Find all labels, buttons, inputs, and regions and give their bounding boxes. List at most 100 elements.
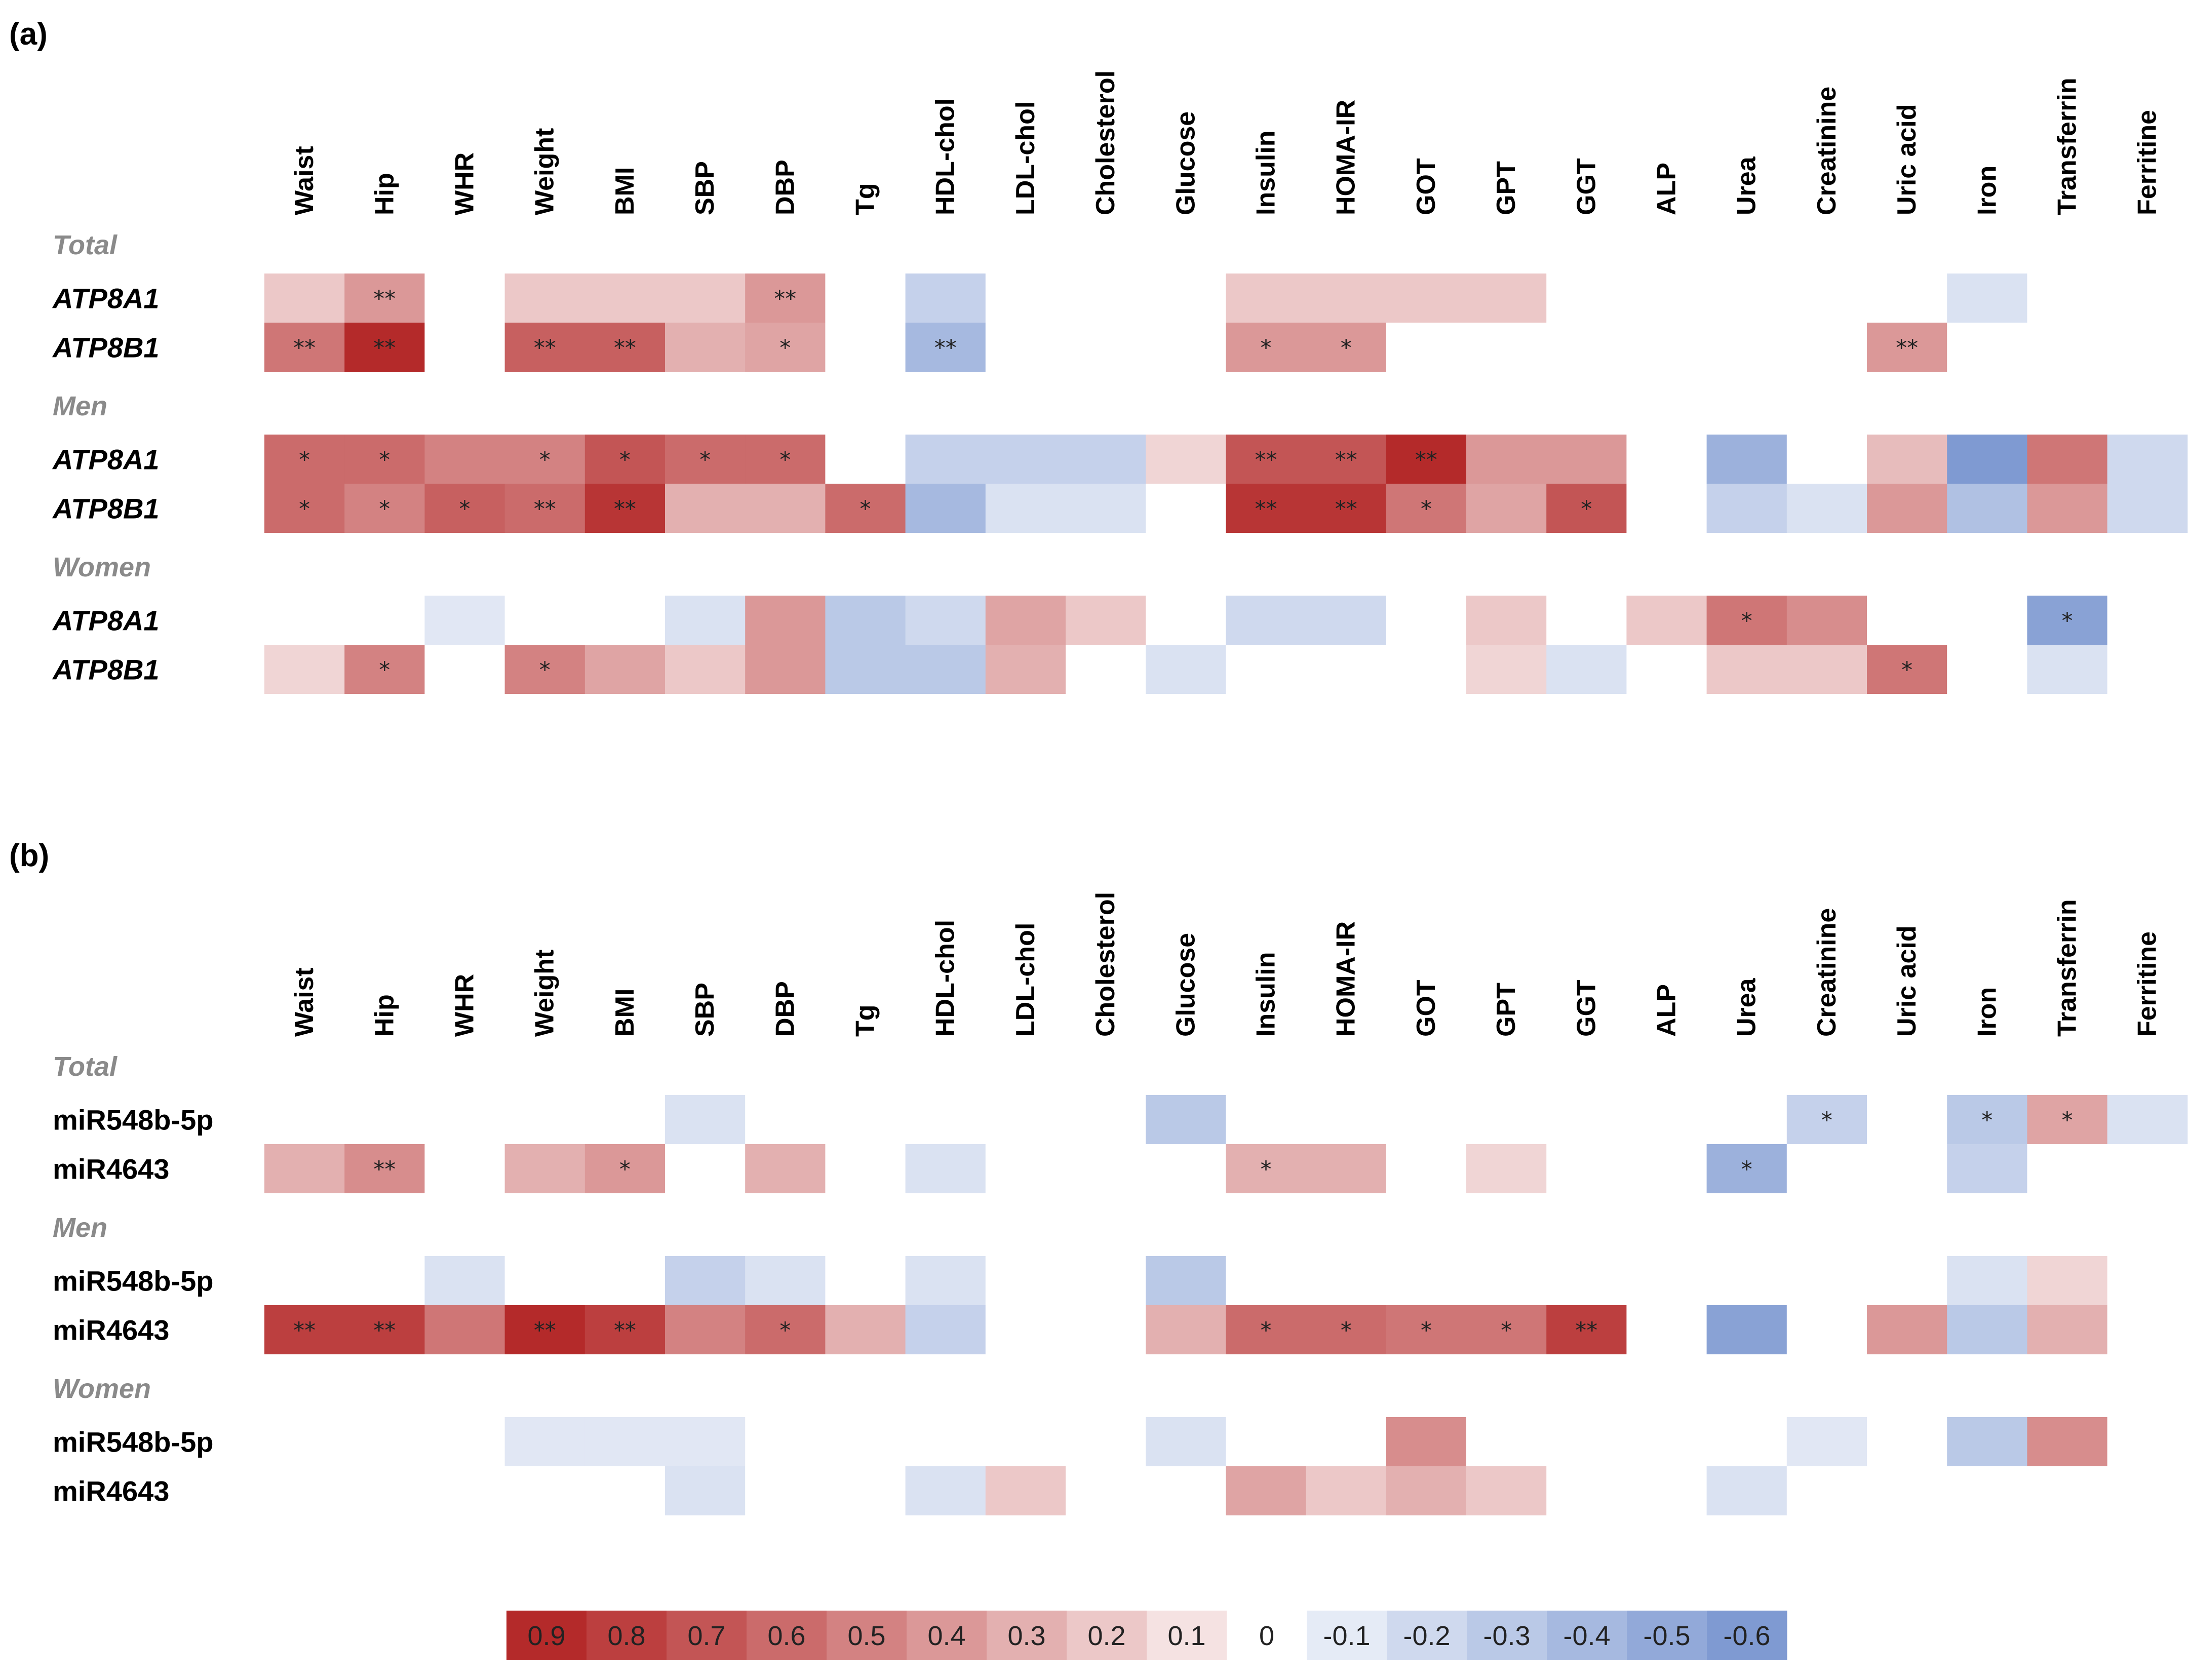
heatmap-cell-b-1-1-9 — [985, 1305, 1066, 1354]
heatmap-cell-a-2-1-22 — [2027, 645, 2108, 694]
heatmap-cell-a-1-1-18 — [1706, 484, 1787, 533]
heatmap-cell-b-1-0-7 — [825, 1256, 906, 1305]
heatmap-cell-a-1-1-23 — [2107, 484, 2188, 533]
heatmap-cell-b-0-1-7 — [825, 1144, 906, 1193]
row-label-a-1-0: ATP8A1 — [52, 444, 160, 476]
heatmap-cell-a-0-0-21 — [1947, 274, 2027, 323]
heatmap-cell-a-1-1-4 — [584, 484, 666, 533]
significance-mark-a-0-1-3: ** — [534, 335, 556, 361]
heatmap-cell-a-2-0-9 — [985, 596, 1066, 645]
legend-label-9: 0 — [1259, 1621, 1274, 1651]
heatmap-cell-b-0-0-0 — [264, 1095, 345, 1144]
heatmap-cell-a-0-0-0 — [264, 274, 345, 323]
column-header-b-5: SBP — [690, 983, 720, 1037]
heatmap-cell-b-0-1-20 — [1867, 1144, 1947, 1193]
heatmap-cell-b-1-1-6 — [745, 1305, 826, 1354]
heatmap-cell-a-2-1-4 — [584, 645, 666, 694]
panel-label-a: (a) — [9, 17, 48, 52]
heatmap-cell-b-0-0-22 — [2027, 1095, 2108, 1144]
legend-label-2: 0.7 — [687, 1621, 725, 1651]
heatmap-cell-a-2-0-14 — [1386, 596, 1467, 645]
column-header-b-12: Insulin — [1252, 952, 1281, 1037]
heatmap-cell-a-1-0-18 — [1706, 435, 1787, 484]
heatmap-cell-b-2-0-18 — [1706, 1417, 1787, 1466]
heatmap-cell-a-2-1-20 — [1867, 645, 1947, 694]
heatmap-cell-a-0-1-14 — [1386, 323, 1467, 372]
heatmap-cell-a-1-1-2 — [424, 484, 505, 533]
heatmap-cell-a-1-0-6 — [745, 435, 826, 484]
heatmap-cell-b-2-1-8 — [905, 1466, 986, 1515]
column-header-a-22: Transferrin — [2053, 77, 2082, 215]
significance-mark-a-1-1-3: ** — [534, 496, 556, 522]
legend-swatch-2 — [667, 1611, 747, 1660]
row-label-a-2-1: ATP8B1 — [52, 654, 160, 686]
heatmap-cell-a-0-0-20 — [1867, 274, 1947, 323]
heatmap-cell-a-0-1-1 — [344, 323, 425, 372]
heatmap-cell-a-1-0-10 — [1066, 435, 1146, 484]
legend-swatch-15 — [1707, 1611, 1787, 1660]
heatmap-cell-a-1-0-1 — [344, 435, 425, 484]
heatmap-cell-b-1-0-10 — [1066, 1256, 1146, 1305]
significance-mark-a-0-0-1: ** — [373, 286, 396, 312]
significance-mark-a-1-1-4: ** — [614, 496, 636, 522]
row-label-b-0-0: miR548b-5p — [53, 1104, 213, 1136]
significance-mark-a-1-0-1: * — [379, 447, 390, 473]
legend-swatch-11 — [1387, 1611, 1467, 1660]
heatmap-cell-b-2-1-21 — [1947, 1466, 2027, 1515]
column-header-b-1: Hip — [370, 994, 399, 1037]
heatmap-cell-b-2-0-3 — [504, 1417, 585, 1466]
heatmap-cell-a-0-0-14 — [1386, 274, 1467, 323]
heatmap-cell-b-1-1-13 — [1306, 1305, 1387, 1354]
heatmap-cell-a-2-0-0 — [264, 596, 345, 645]
panel-label-b: (b) — [9, 838, 49, 873]
heatmap-cell-a-0-1-3 — [504, 323, 585, 372]
heatmap-cell-b-2-0-9 — [985, 1417, 1066, 1466]
heatmap-cell-b-0-0-17 — [1626, 1095, 1707, 1144]
heatmap-cell-b-2-0-5 — [665, 1417, 746, 1466]
legend-swatch-12 — [1467, 1611, 1547, 1660]
heatmap-cell-b-1-0-1 — [344, 1256, 425, 1305]
significance-mark-b-1-1-6: * — [779, 1318, 791, 1344]
legend-swatch-14 — [1627, 1611, 1707, 1660]
group-label-a-1: Men — [53, 391, 107, 421]
column-header-a-21: Iron — [1972, 166, 2002, 215]
significance-mark-a-0-1-1: ** — [373, 335, 396, 361]
heatmap-cell-a-1-0-14 — [1386, 435, 1467, 484]
heatmap-cell-b-2-0-12 — [1226, 1417, 1307, 1466]
heatmap-cell-b-1-0-6 — [745, 1256, 826, 1305]
heatmap-cell-b-1-0-5 — [665, 1256, 746, 1305]
heatmap-cell-a-2-0-18 — [1706, 596, 1787, 645]
heatmap-cell-b-0-0-10 — [1066, 1095, 1146, 1144]
heatmap-cell-a-0-0-4 — [584, 274, 666, 323]
significance-mark-b-0-1-4: * — [619, 1157, 631, 1183]
heatmap-cell-a-1-0-4 — [584, 435, 666, 484]
significance-mark-b-1-1-14: * — [1421, 1318, 1432, 1344]
heatmap-cell-a-0-1-0 — [264, 323, 345, 372]
significance-mark-b-1-1-15: * — [1501, 1318, 1512, 1344]
significance-mark-a-1-0-4: * — [619, 447, 631, 473]
heatmap-cell-a-2-0-15 — [1466, 596, 1547, 645]
heatmap-cell-a-1-1-14 — [1386, 484, 1467, 533]
column-header-a-17: ALP — [1652, 163, 1682, 215]
heatmap-cell-b-0-1-15 — [1466, 1144, 1547, 1193]
heatmap-cell-b-0-1-1 — [344, 1144, 425, 1193]
heatmap-cell-b-2-1-20 — [1867, 1466, 1947, 1515]
legend-swatch-3 — [747, 1611, 827, 1660]
significance-mark-b-1-1-4: ** — [614, 1318, 636, 1344]
heatmap-cell-a-1-0-0 — [264, 435, 345, 484]
heatmap-cell-a-1-0-11 — [1146, 435, 1226, 484]
heatmap-cell-a-0-0-1 — [344, 274, 425, 323]
significance-mark-a-2-1-3: * — [539, 657, 551, 683]
heatmap-cell-a-0-1-11 — [1146, 323, 1226, 372]
significance-mark-a-0-1-0: ** — [293, 335, 316, 361]
group-label-a-0: Total — [53, 230, 118, 260]
heatmap-cell-a-0-1-13 — [1306, 323, 1387, 372]
heatmap-cell-b-2-1-2 — [424, 1466, 505, 1515]
heatmap-cell-a-2-1-7 — [825, 645, 906, 694]
heatmap-cell-b-1-1-4 — [584, 1305, 666, 1354]
heatmap-cell-a-2-1-18 — [1706, 645, 1787, 694]
heatmap-cell-b-2-1-14 — [1386, 1466, 1467, 1515]
heatmap-cell-a-0-0-6 — [745, 274, 826, 323]
heatmap-cell-a-0-0-15 — [1466, 274, 1547, 323]
heatmap-cell-a-2-1-1 — [344, 645, 425, 694]
